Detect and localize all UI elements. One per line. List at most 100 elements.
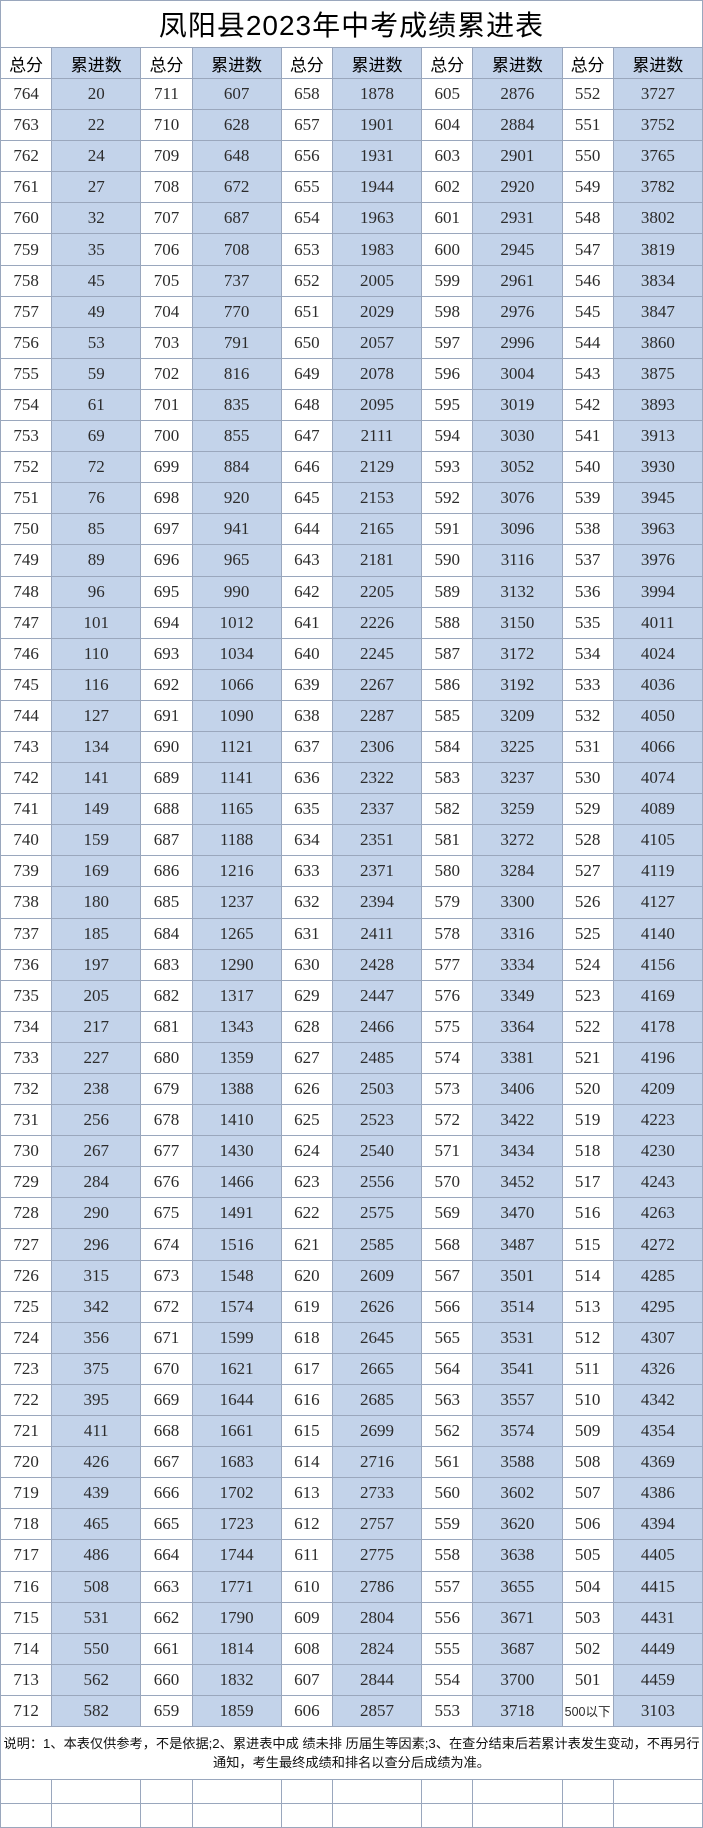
cell-score[interactable]: 706 [140, 233, 193, 266]
cell-cumulative[interactable]: 134 [51, 730, 142, 764]
blank-cell[interactable] [280, 1778, 333, 1804]
cell-cumulative[interactable]: 2757 [331, 1508, 423, 1541]
cell-score[interactable]: 522 [561, 1010, 614, 1043]
cell-score[interactable]: 700 [140, 420, 193, 453]
cell-score[interactable]: 628 [280, 1010, 333, 1043]
cell-score[interactable]: 570 [421, 1166, 474, 1199]
cell-cumulative[interactable]: 1574 [191, 1290, 282, 1323]
cell-cumulative[interactable]: 1216 [191, 855, 282, 888]
cell-score[interactable]: 738 [0, 886, 53, 919]
cell-score[interactable]: 763 [0, 109, 53, 142]
cell-cumulative[interactable]: 2181 [331, 544, 423, 577]
cell-cumulative[interactable]: 3994 [612, 575, 703, 608]
cell-cumulative[interactable]: 3103 [612, 1694, 703, 1727]
cell-cumulative[interactable]: 3487 [472, 1228, 563, 1261]
cell-score[interactable]: 748 [0, 575, 53, 608]
cell-score[interactable]: 686 [140, 855, 193, 888]
cell-score[interactable]: 630 [280, 948, 333, 981]
cell-score[interactable]: 707 [140, 202, 193, 235]
cell-score[interactable]: 585 [421, 699, 474, 732]
cell-score[interactable]: 583 [421, 762, 474, 795]
cell-score[interactable]: 620 [280, 1259, 333, 1292]
cell-score[interactable]: 555 [421, 1632, 474, 1665]
cell-cumulative[interactable]: 1516 [191, 1228, 282, 1261]
cell-cumulative[interactable]: 3875 [612, 357, 703, 390]
cell-cumulative[interactable]: 159 [51, 824, 142, 857]
cell-cumulative[interactable]: 1944 [331, 171, 423, 204]
cell-score[interactable]: 641 [280, 606, 333, 639]
cell-cumulative[interactable]: 85 [51, 513, 142, 546]
cell-cumulative[interactable]: 1090 [191, 699, 282, 732]
cell-cumulative[interactable]: 2775 [331, 1539, 423, 1572]
cell-cumulative[interactable]: 1359 [191, 1041, 282, 1075]
cell-score[interactable]: 723 [0, 1352, 53, 1385]
cell-cumulative[interactable]: 2996 [472, 326, 563, 359]
column-header-2[interactable]: 总分 [140, 47, 193, 79]
cell-cumulative[interactable]: 4285 [612, 1259, 703, 1292]
cell-score[interactable]: 602 [421, 171, 474, 204]
cell-score[interactable]: 571 [421, 1135, 474, 1168]
blank-cell[interactable] [472, 1778, 563, 1804]
cell-score[interactable]: 729 [0, 1166, 53, 1199]
cell-score[interactable]: 717 [0, 1539, 53, 1572]
cell-cumulative[interactable]: 2466 [331, 1010, 423, 1043]
cell-score[interactable]: 560 [421, 1477, 474, 1510]
cell-score[interactable]: 596 [421, 357, 474, 390]
cell-cumulative[interactable]: 1388 [191, 1072, 282, 1106]
cell-score[interactable]: 569 [421, 1197, 474, 1230]
cell-score[interactable]: 663 [140, 1570, 193, 1603]
cell-score[interactable]: 760 [0, 202, 53, 235]
cell-score[interactable]: 656 [280, 140, 333, 173]
cell-cumulative[interactable]: 607 [191, 77, 282, 111]
cell-cumulative[interactable]: 2976 [472, 295, 563, 328]
cell-score[interactable]: 568 [421, 1228, 474, 1261]
cell-score[interactable]: 678 [140, 1104, 193, 1137]
cell-score[interactable]: 730 [0, 1135, 53, 1168]
cell-cumulative[interactable]: 101 [51, 606, 142, 639]
cell-score[interactable]: 538 [561, 513, 614, 546]
column-header-5[interactable]: 累进数 [331, 47, 423, 79]
cell-score[interactable]: 576 [421, 979, 474, 1012]
cell-score[interactable]: 657 [280, 109, 333, 142]
cell-score[interactable]: 711 [140, 77, 193, 111]
cell-cumulative[interactable]: 3782 [612, 171, 703, 204]
cell-score[interactable]: 523 [561, 979, 614, 1012]
cell-cumulative[interactable]: 72 [51, 451, 142, 484]
cell-cumulative[interactable]: 76 [51, 482, 142, 515]
cell-cumulative[interactable]: 238 [51, 1072, 142, 1106]
cell-score[interactable]: 557 [421, 1570, 474, 1603]
column-header-0[interactable]: 总分 [0, 47, 53, 79]
cell-score[interactable]: 530 [561, 762, 614, 795]
cell-score[interactable]: 513 [561, 1290, 614, 1323]
cell-score[interactable]: 500以下 [561, 1694, 614, 1727]
cell-cumulative[interactable]: 45 [51, 264, 142, 297]
cell-cumulative[interactable]: 1744 [191, 1539, 282, 1572]
cell-score[interactable]: 670 [140, 1352, 193, 1385]
cell-cumulative[interactable]: 284 [51, 1166, 142, 1199]
cell-cumulative[interactable]: 3718 [472, 1694, 563, 1727]
cell-score[interactable]: 561 [421, 1446, 474, 1479]
cell-score[interactable]: 619 [280, 1290, 333, 1323]
cell-score[interactable]: 524 [561, 948, 614, 981]
cell-cumulative[interactable]: 3259 [472, 793, 563, 826]
cell-cumulative[interactable]: 4169 [612, 979, 703, 1012]
cell-score[interactable]: 526 [561, 886, 614, 919]
cell-score[interactable]: 667 [140, 1446, 193, 1479]
blank-cell[interactable] [331, 1802, 423, 1828]
cell-cumulative[interactable]: 411 [51, 1415, 142, 1448]
cell-cumulative[interactable]: 2857 [331, 1694, 423, 1727]
cell-score[interactable]: 565 [421, 1321, 474, 1354]
cell-cumulative[interactable]: 24 [51, 140, 142, 173]
cell-cumulative[interactable]: 2920 [472, 171, 563, 204]
cell-score[interactable]: 546 [561, 264, 614, 297]
cell-score[interactable]: 621 [280, 1228, 333, 1261]
cell-score[interactable]: 614 [280, 1446, 333, 1479]
cell-cumulative[interactable]: 2540 [331, 1135, 423, 1168]
cell-cumulative[interactable]: 2337 [331, 793, 423, 826]
cell-cumulative[interactable]: 89 [51, 544, 142, 577]
cell-cumulative[interactable]: 582 [51, 1694, 142, 1727]
cell-cumulative[interactable]: 2945 [472, 233, 563, 266]
cell-cumulative[interactable]: 3406 [472, 1072, 563, 1106]
cell-cumulative[interactable]: 3514 [472, 1290, 563, 1323]
cell-cumulative[interactable]: 1599 [191, 1321, 282, 1354]
